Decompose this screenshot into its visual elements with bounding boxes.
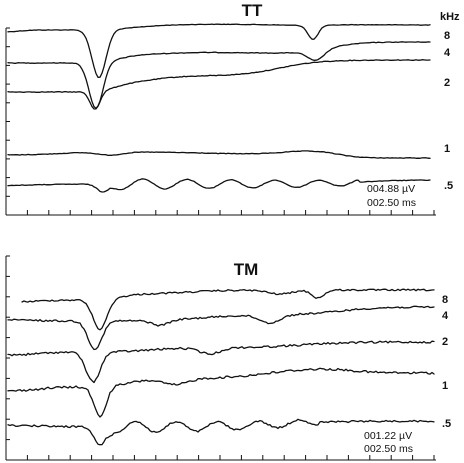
trace-tt-1 (7, 150, 431, 159)
trace-tt-.5 (7, 178, 431, 193)
trace-label: 8 (442, 294, 448, 306)
scale-amplitude-tm: 001.22 µV (364, 430, 412, 442)
unit-label-khz: kHz (440, 11, 460, 23)
trace-label: .5 (444, 180, 453, 192)
traces-tm (7, 288, 435, 446)
trace-label: .5 (442, 418, 451, 430)
panel-tm: TM 8 4 2 1 .5 001.22 µV 002.50 ms (5, 255, 451, 461)
trace-tt-8 (7, 23, 431, 78)
trace-tm-8 (21, 288, 435, 331)
trace-tm-4 (7, 305, 435, 351)
panel-tt: TT kHz 8 4 2 1 .5 004.88 µV 002.50 ms (5, 1, 460, 216)
trace-label: 1 (442, 380, 448, 392)
axes-tm (5, 255, 436, 461)
trace-tt-2 (7, 59, 431, 110)
trace-label: 2 (442, 336, 448, 348)
trace-label: 2 (444, 77, 450, 89)
trace-tm-1 (7, 367, 435, 418)
axes-tt (5, 27, 436, 216)
traces-tt (7, 23, 431, 193)
scale-amplitude-tt: 004.88 µV (367, 183, 415, 195)
trace-label: 1 (444, 143, 450, 155)
trace-label: 4 (444, 47, 451, 59)
trace-tm-2 (7, 340, 435, 384)
scale-time-tm: 002.50 ms (364, 443, 413, 455)
trace-tt-4 (7, 41, 431, 109)
scale-time-tt: 002.50 ms (367, 197, 416, 209)
panel-title-tm: TM (234, 260, 259, 279)
trace-label: 8 (444, 30, 450, 42)
panel-title-tt: TT (242, 1, 263, 20)
trace-tm-.5 (7, 418, 435, 446)
trace-labels-tm: 8 4 2 1 .5 (442, 294, 451, 430)
trace-labels-tt: 8 4 2 1 .5 (444, 30, 453, 192)
trace-label: 4 (442, 310, 449, 322)
